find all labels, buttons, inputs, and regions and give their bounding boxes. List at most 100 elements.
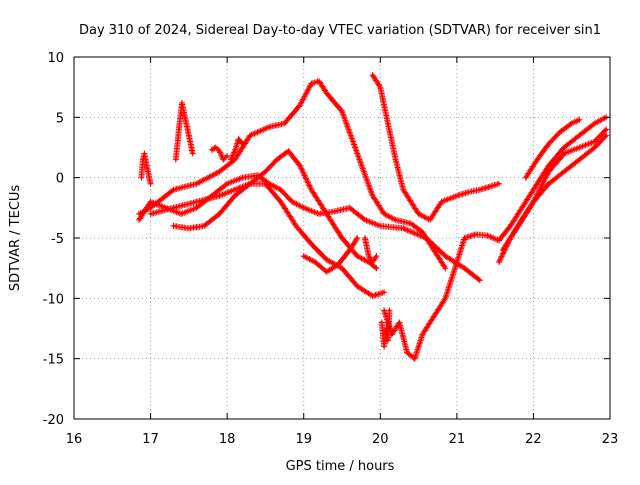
data-point xyxy=(218,194,221,197)
data-point xyxy=(325,92,328,95)
data-point xyxy=(497,182,501,185)
x-tick-label: 21 xyxy=(449,432,466,447)
data-point xyxy=(394,158,397,161)
data-point xyxy=(394,218,397,222)
data-point xyxy=(233,194,236,197)
data-point xyxy=(314,260,317,264)
data-point xyxy=(440,200,443,203)
data-point xyxy=(455,260,459,264)
data-point xyxy=(137,218,141,222)
y-tick-label: 5 xyxy=(56,111,64,126)
data-point xyxy=(180,212,183,216)
data-point xyxy=(379,224,382,228)
data-point xyxy=(225,154,229,158)
data-point xyxy=(268,182,271,185)
data-point xyxy=(562,152,566,155)
data-point xyxy=(149,212,152,216)
data-point xyxy=(386,339,390,342)
data-layer xyxy=(136,72,610,362)
data-point xyxy=(559,130,562,134)
ticks: 16 17 18 19 20 21 22 23 -20 -15 -10 -5 0 5 10 xyxy=(43,51,619,447)
series-track-5 xyxy=(300,235,361,275)
data-point xyxy=(298,104,302,107)
data-point xyxy=(604,134,608,137)
data-point xyxy=(547,142,550,146)
data-point xyxy=(291,200,294,203)
data-point xyxy=(195,200,198,203)
data-point xyxy=(233,149,236,153)
y-tick-label: -5 xyxy=(51,232,64,247)
data-point xyxy=(371,260,374,264)
data-point xyxy=(562,146,566,149)
data-point xyxy=(214,146,217,149)
data-point xyxy=(425,236,428,240)
data-point xyxy=(302,206,305,210)
data-point xyxy=(463,236,466,240)
data-point xyxy=(177,128,181,131)
data-point xyxy=(421,230,424,234)
data-point xyxy=(379,85,382,89)
data-point xyxy=(279,200,282,203)
series-spike-18.15 xyxy=(228,136,246,163)
data-point xyxy=(578,146,581,149)
data-point xyxy=(248,182,252,185)
data-point xyxy=(187,227,191,230)
data-point xyxy=(593,122,596,125)
data-point xyxy=(509,224,512,228)
data-point xyxy=(141,158,145,161)
data-point xyxy=(497,239,501,242)
data-point xyxy=(310,242,313,246)
data-point xyxy=(409,222,413,225)
data-point xyxy=(593,146,596,149)
data-point xyxy=(172,206,175,210)
data-point xyxy=(325,270,328,273)
data-point xyxy=(336,263,340,266)
data-point xyxy=(222,158,225,161)
y-tick-label: -20 xyxy=(43,413,64,428)
data-point xyxy=(428,218,432,222)
data-point xyxy=(547,170,550,173)
data-point xyxy=(413,357,416,360)
data-point xyxy=(294,224,298,228)
data-point xyxy=(218,212,221,216)
data-point xyxy=(604,128,608,131)
x-tick-label: 22 xyxy=(525,432,542,447)
data-point xyxy=(317,79,321,83)
data-point xyxy=(490,184,493,188)
data-point xyxy=(524,176,527,179)
data-point xyxy=(237,137,240,141)
data-point xyxy=(444,254,447,258)
data-point xyxy=(578,134,581,137)
data-point xyxy=(183,116,187,119)
data-point xyxy=(225,182,229,185)
series-tail-19.85 xyxy=(362,235,380,266)
data-point xyxy=(233,188,236,191)
x-tick-label: 23 xyxy=(602,432,619,447)
data-point xyxy=(191,152,194,155)
data-point xyxy=(532,200,535,203)
data-point xyxy=(382,212,386,216)
data-point xyxy=(536,158,539,161)
data-point xyxy=(333,210,336,213)
series-track-6 xyxy=(369,72,502,223)
data-point xyxy=(174,158,178,161)
data-point xyxy=(248,134,252,137)
data-point xyxy=(241,142,244,146)
data-point xyxy=(386,122,390,125)
data-point xyxy=(195,206,198,210)
data-point xyxy=(356,236,359,240)
data-point xyxy=(516,224,520,228)
data-point xyxy=(417,212,420,216)
x-tick-label: 18 xyxy=(219,432,236,447)
series-track-7 xyxy=(381,114,610,362)
data-point xyxy=(264,182,267,185)
data-point xyxy=(382,309,386,312)
data-point xyxy=(388,309,391,312)
series-track-1 xyxy=(136,78,449,272)
data-point xyxy=(444,266,447,270)
data-point xyxy=(375,254,378,258)
data-point xyxy=(187,134,191,137)
data-point xyxy=(149,182,152,185)
